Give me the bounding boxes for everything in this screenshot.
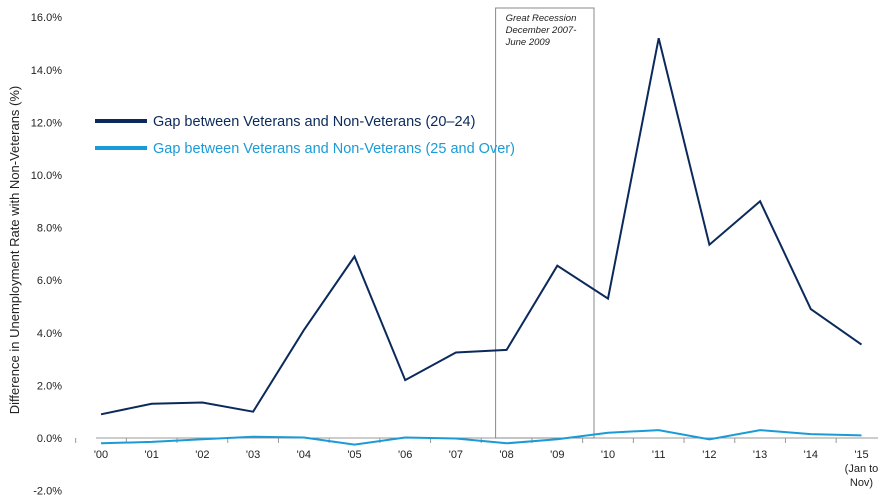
y-tick-label: 14.0% xyxy=(31,65,62,77)
x-tick-label: '00 xyxy=(94,449,108,461)
y-tick-label: 10.0% xyxy=(31,170,62,182)
x-axis-ticks: '00 '01 '02 '03 '04 '05 '06 '07 '08 '09 '10 '11 '12 '… xyxy=(75,438,879,489)
y-tick-label: 8.0% xyxy=(37,223,62,235)
x-tick-label: '11 xyxy=(652,449,666,461)
legend-label: Gap between Veterans and Non-Veterans (2… xyxy=(153,141,515,157)
series-line xyxy=(100,37,863,416)
x-tick-note: Nov) xyxy=(850,477,873,489)
x-tick-label: '10 xyxy=(601,449,615,461)
x-tick-label: '07 xyxy=(449,449,463,461)
x-tick-label: '03 xyxy=(246,449,260,461)
y-tick-label: 0.0% xyxy=(37,433,62,445)
x-tick-label: '02 xyxy=(195,449,209,461)
series-lines xyxy=(100,37,863,446)
y-tick-label: -2.0% xyxy=(33,486,62,495)
x-tick-label: '15 xyxy=(854,449,868,461)
annotation-line: June 2009 xyxy=(505,37,551,48)
x-tick-label: '06 xyxy=(398,449,412,461)
x-tick-label: '04 xyxy=(297,449,311,461)
y-tick-label: 16.0% xyxy=(31,12,62,24)
x-tick-label: '08 xyxy=(499,449,513,461)
legend: Gap between Veterans and Non-Veterans (2… xyxy=(95,114,515,157)
x-tick-label: '01 xyxy=(145,449,159,461)
y-tick-label: 12.0% xyxy=(31,117,62,129)
x-tick-label: '12 xyxy=(702,449,716,461)
y-tick-label: 4.0% xyxy=(37,328,62,340)
y-axis-label: Difference in Unemployment Rate with Non… xyxy=(7,86,22,415)
x-tick-label: '13 xyxy=(753,449,767,461)
x-tick-label: '14 xyxy=(804,449,818,461)
x-tick-label: '05 xyxy=(347,449,361,461)
y-tick-label: 2.0% xyxy=(37,380,62,392)
annotation-line: Great Recession xyxy=(506,13,577,24)
y-axis-ticks: 16.0% 14.0% 12.0% 10.0% 8.0% 6.0% 4.0% 2.0% 0.0%… xyxy=(31,12,62,495)
y-tick-label: 6.0% xyxy=(37,275,62,287)
x-tick-label: '09 xyxy=(550,449,564,461)
legend-label: Gap between Veterans and Non-Veterans (2… xyxy=(153,114,475,130)
x-tick-note: (Jan to xyxy=(845,463,879,475)
annotation-line: December 2007- xyxy=(506,25,577,36)
recession-period-box xyxy=(495,7,595,439)
series-line xyxy=(100,429,862,446)
